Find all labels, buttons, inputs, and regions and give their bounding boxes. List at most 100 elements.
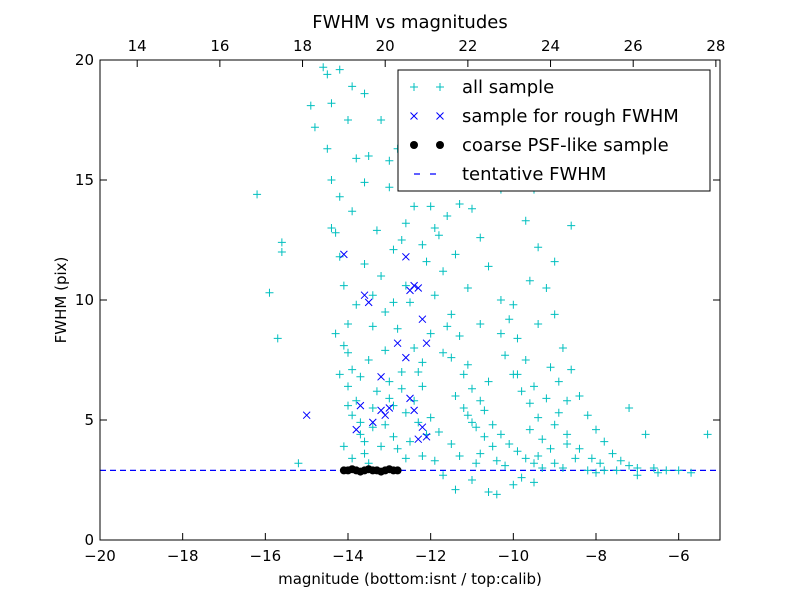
- data-point: [654, 468, 662, 477]
- x-tick-label: −18: [167, 547, 199, 565]
- data-point: [546, 444, 555, 453]
- data-point: [468, 384, 476, 393]
- legend-label-all-sample: all sample: [462, 77, 554, 98]
- data-point: [501, 461, 510, 470]
- data-point: [505, 440, 514, 448]
- data-point: [397, 384, 406, 393]
- data-point: [513, 334, 522, 343]
- x-axis-label: magnitude (bottom:isnt / top:calib): [278, 570, 542, 588]
- data-point: [401, 281, 410, 290]
- data-point: [406, 298, 414, 307]
- data-point: [521, 454, 530, 463]
- data-point: [517, 473, 526, 482]
- data-point: [608, 449, 617, 458]
- top-x-tick-label: 26: [624, 37, 643, 55]
- top-x-tick-label: 28: [706, 37, 725, 55]
- data-point: [277, 248, 286, 256]
- data-point: [455, 332, 464, 340]
- data-point: [430, 456, 439, 465]
- x-tick-label: −8: [585, 547, 607, 565]
- data-point: [434, 231, 443, 240]
- data-point: [509, 300, 518, 309]
- data-point: [410, 202, 419, 211]
- data-point: [352, 300, 361, 309]
- data-point: [406, 394, 414, 403]
- data-point: [327, 224, 336, 232]
- x-tick-label: −12: [415, 547, 447, 565]
- data-point: [525, 425, 534, 434]
- data-point: [323, 70, 332, 79]
- data-point: [542, 284, 551, 292]
- data-point: [397, 236, 406, 244]
- data-point: [418, 382, 427, 391]
- data-point: [592, 468, 600, 477]
- data-point: [451, 485, 460, 494]
- data-point: [567, 365, 576, 374]
- y-tick-label: 5: [84, 411, 94, 429]
- legend-symbol-plus: [410, 83, 418, 91]
- data-point: [377, 406, 385, 415]
- data-layer: [100, 63, 720, 499]
- legend-symbol-x: [436, 112, 444, 120]
- data-point: [356, 418, 365, 427]
- data-point: [633, 471, 642, 480]
- data-point: [501, 351, 510, 360]
- data-point: [459, 404, 468, 412]
- data-point: [451, 392, 460, 400]
- data-point: [414, 368, 423, 376]
- x-tick-label: −10: [498, 547, 530, 565]
- data-point: [372, 226, 381, 235]
- data-point: [703, 430, 712, 439]
- data-point: [414, 284, 423, 292]
- data-point: [418, 315, 427, 324]
- data-point: [505, 315, 514, 324]
- data-point: [393, 324, 402, 333]
- data-point: [356, 401, 365, 410]
- data-point: [509, 480, 518, 489]
- data-point: [513, 447, 522, 456]
- data-point: [517, 387, 526, 396]
- data-point: [422, 339, 431, 348]
- data-point: [674, 466, 683, 475]
- data-point: [360, 178, 369, 187]
- data-point: [385, 404, 394, 412]
- data-point: [335, 192, 344, 201]
- data-point: [430, 291, 439, 300]
- data-point: [385, 183, 394, 192]
- data-point: [476, 449, 485, 458]
- data-point: [538, 464, 547, 472]
- data-point: [447, 310, 456, 319]
- data-point: [530, 459, 538, 468]
- data-point: [410, 344, 419, 352]
- data-point: [488, 442, 497, 451]
- data-point: [377, 372, 385, 381]
- data-point: [368, 291, 377, 300]
- data-point: [377, 442, 386, 451]
- data-point: [534, 452, 543, 460]
- y-axis-label: FWHM (pix): [52, 257, 70, 344]
- data-point: [625, 461, 634, 470]
- data-point: [525, 276, 534, 285]
- data-point: [426, 329, 435, 338]
- data-point: [592, 425, 600, 434]
- data-point: [662, 466, 671, 475]
- series-0: [253, 63, 712, 499]
- data-point: [521, 216, 530, 225]
- data-point: [468, 476, 476, 484]
- data-point: [439, 267, 448, 276]
- data-point: [306, 101, 315, 110]
- x-tick-label: −6: [668, 547, 690, 565]
- data-point: [406, 437, 414, 446]
- top-x-tick-label: 18: [293, 37, 312, 55]
- top-x-tick-label: 20: [376, 37, 395, 55]
- legend: all sample sample for rough FWHM coarse …: [397, 69, 711, 192]
- data-point: [571, 454, 580, 463]
- data-point: [393, 339, 402, 348]
- data-point: [335, 65, 344, 74]
- data-point: [443, 212, 452, 220]
- data-point: [476, 233, 485, 242]
- data-point: [575, 444, 584, 453]
- data-point: [530, 478, 538, 487]
- data-point: [352, 425, 361, 434]
- data-point: [480, 406, 489, 415]
